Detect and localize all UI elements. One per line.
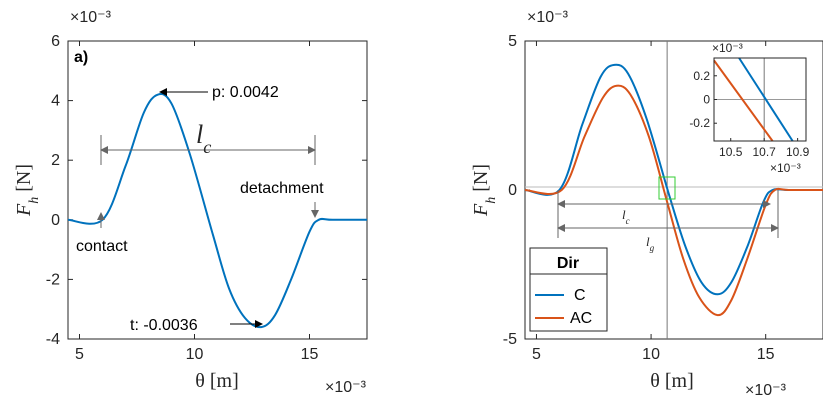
axes-b-y-label: Fh [N] [470, 164, 499, 217]
y-tick-label: 0 [51, 212, 60, 229]
axes-a-x-label: θ [m] [195, 370, 238, 392]
x-tick-label: 15 [301, 346, 319, 363]
annotation-lg-b: lg [646, 234, 655, 253]
chart-b: 5 10 15 -5 0 5 ×10⁻³ ×10⁻³ θ [m] Fh [N] lc lg… [470, 9, 823, 399]
annotation-detachment: detachment [240, 180, 324, 197]
legend-label-ac: AC [570, 310, 592, 327]
inset: 10.5 10.7 10.9 -0.2 0 0.2 ×10⁻³ ×10⁻³ [689, 41, 809, 175]
zoom-box [658, 176, 676, 200]
x-tick-label: 5 [532, 346, 541, 363]
x-tick-label: 5 [75, 346, 84, 363]
panel-label-a: a) [74, 49, 88, 66]
axes-a-x-multiplier: ×10⁻³ [325, 379, 367, 396]
x-tick-label: 15 [757, 346, 775, 363]
inset-series-ac [713, 59, 774, 142]
inset-x-tick-label: 10.5 [719, 145, 743, 159]
inset-ticks: 10.5 10.7 10.9 -0.2 0 0.2 [689, 69, 809, 159]
axes-b-ticks: 5 10 15 -5 0 5 [503, 33, 823, 363]
y-tick-label: -2 [46, 271, 60, 288]
legend-title: Dir [557, 255, 579, 272]
axes-b-x-label: θ [m] [650, 370, 693, 392]
y-tick-label: -5 [503, 331, 517, 348]
series-line-ac [524, 84, 823, 317]
legend-label-c: C [574, 287, 586, 304]
inset-y-tick-label: 0.2 [693, 69, 710, 83]
axes-a-y-multiplier: ×10⁻³ [70, 9, 112, 26]
axes-b-series [524, 63, 823, 317]
inset-x-tick-label: 10.7 [753, 145, 777, 159]
axes-b-y-multiplier: ×10⁻³ [527, 9, 569, 26]
y-tick-label: 5 [508, 33, 517, 50]
marker-detachment [311, 210, 319, 218]
axes-a-y-label: Fh [N] [13, 164, 42, 217]
y-tick-label: -4 [46, 331, 60, 348]
marker-contact [97, 212, 105, 220]
annotation-contact: contact [76, 238, 128, 255]
y-tick-label: 6 [51, 33, 60, 50]
chart-a: 5 10 15 -4 -2 0 2 4 6 ×10⁻³ ×10⁻³ θ [m] Fh [N] a… [13, 9, 368, 396]
inset-series [713, 57, 806, 142]
x-tick-label: 10 [186, 346, 204, 363]
x-tick-label: 10 [642, 346, 660, 363]
inset-x-tick-label: 10.9 [786, 145, 810, 159]
axes-a-ticks: 5 10 15 -4 -2 0 2 4 6 [46, 33, 367, 363]
inset-x-multiplier: ×10⁻³ [770, 161, 801, 175]
axes-a-frame [67, 40, 368, 340]
inset-y-multiplier: ×10⁻³ [712, 41, 743, 55]
y-tick-label: 4 [51, 93, 60, 110]
legend: Dir C AC [529, 247, 608, 332]
series-line [67, 93, 367, 329]
axes-a-series [67, 93, 367, 329]
y-tick-label: 2 [51, 152, 60, 169]
y-tick-label: 0 [508, 182, 517, 199]
annotation-peak: p: 0.0042 [212, 84, 279, 101]
inset-series-c [738, 57, 794, 142]
axes-b-x-multiplier: ×10⁻³ [745, 382, 787, 399]
annotation-lc-a: lc [196, 120, 211, 157]
annotation-lc-b: lc [622, 207, 630, 226]
annotation-trough: t: -0.0036 [130, 317, 198, 334]
series-line-c [524, 63, 823, 296]
inset-y-tick-label: -0.2 [689, 116, 710, 130]
inset-y-tick-label: 0 [703, 93, 710, 107]
